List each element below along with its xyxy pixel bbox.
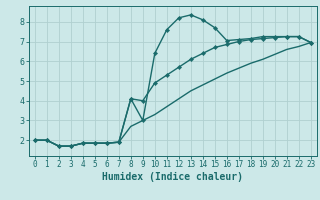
- X-axis label: Humidex (Indice chaleur): Humidex (Indice chaleur): [102, 172, 243, 182]
